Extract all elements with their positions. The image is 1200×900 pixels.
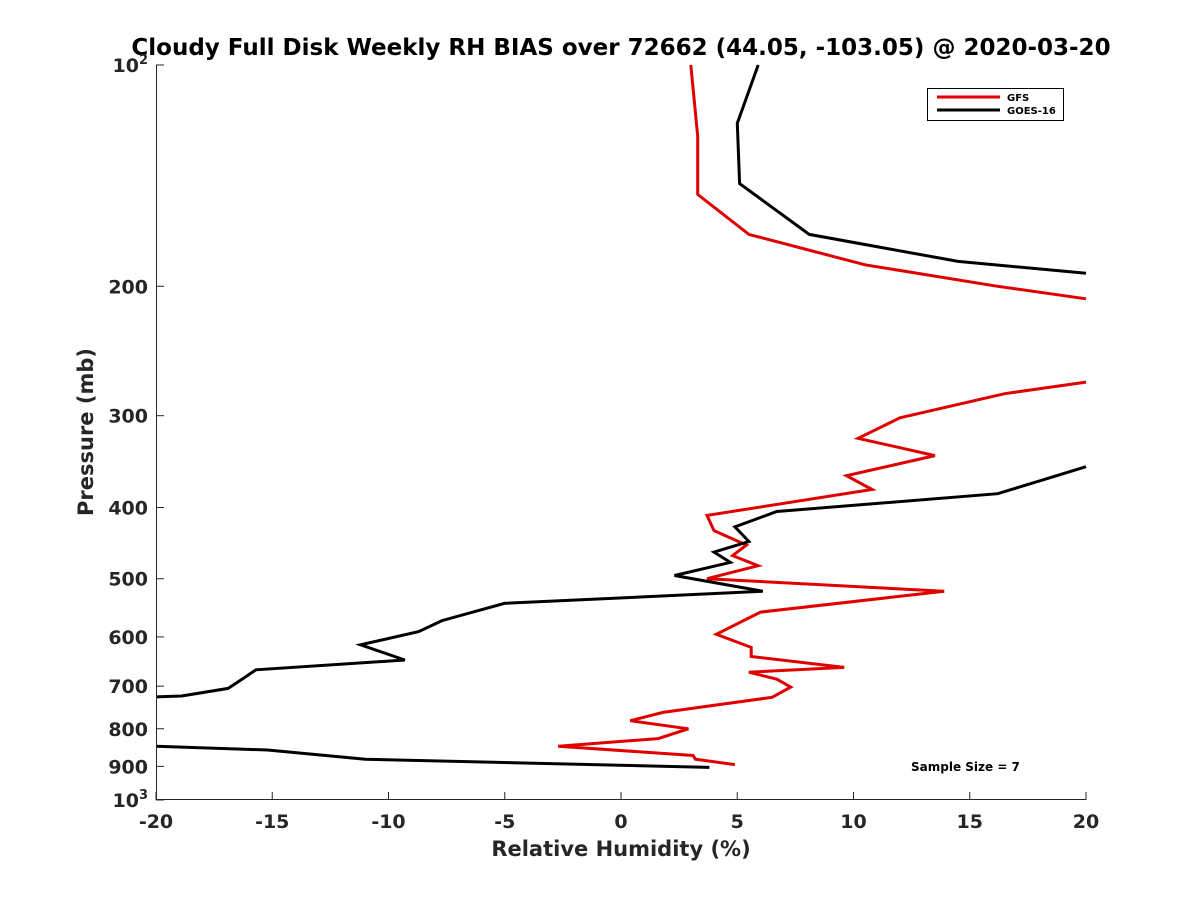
series-line-goes-16: [155, 465, 1087, 699]
y-tick-label: 700: [108, 676, 148, 698]
legend-label-goes-16: GOES-16: [1007, 106, 1056, 117]
x-tick-label: 10: [840, 811, 866, 833]
x-tick-label: 0: [614, 811, 627, 833]
series-line-goes-16: [735, 64, 1087, 275]
x-tick-label: -5: [494, 811, 515, 833]
x-tick-label: 5: [731, 811, 744, 833]
y-tick-label: 103: [113, 788, 149, 812]
y-tick-label: 600: [108, 627, 148, 649]
y-tick-label: 900: [108, 756, 148, 778]
x-tick-label: 20: [1073, 811, 1099, 833]
series-layer: [155, 64, 1087, 769]
x-tick-label: -10: [371, 811, 405, 833]
x-axis-label: Relative Humidity (%): [491, 837, 750, 861]
y-tick-label: 800: [108, 719, 148, 741]
x-tick-label: 15: [957, 811, 983, 833]
y-tick-label: 500: [108, 569, 148, 591]
sample-size-annotation: Sample Size = 7: [911, 760, 1020, 774]
y-axis-label: Pressure (mb): [74, 348, 98, 516]
legend-label-gfs: GFS: [1007, 93, 1029, 104]
y-tick-label: 200: [108, 276, 148, 298]
y-tick-label: 400: [108, 498, 148, 520]
series-line-goes-16: [155, 744, 710, 769]
chart-title: Cloudy Full Disk Weekly RH BIAS over 726…: [131, 35, 1110, 61]
legend-box: [927, 88, 1064, 121]
series-line-gfs: [558, 380, 1087, 767]
legend: GFS GOES-16: [927, 88, 1064, 121]
y-tick-label: 300: [108, 406, 148, 428]
y-ticks: 102 200 300 400 500 600 700 800 900 103: [108, 53, 164, 812]
x-tick-label: -20: [139, 811, 173, 833]
x-ticks: -20 -15 -10 -5 0 5 10 15 20: [139, 792, 1099, 833]
y-tick-label: 102: [113, 53, 149, 77]
series-line-gfs: [689, 64, 1087, 301]
x-tick-label: -15: [255, 811, 289, 833]
